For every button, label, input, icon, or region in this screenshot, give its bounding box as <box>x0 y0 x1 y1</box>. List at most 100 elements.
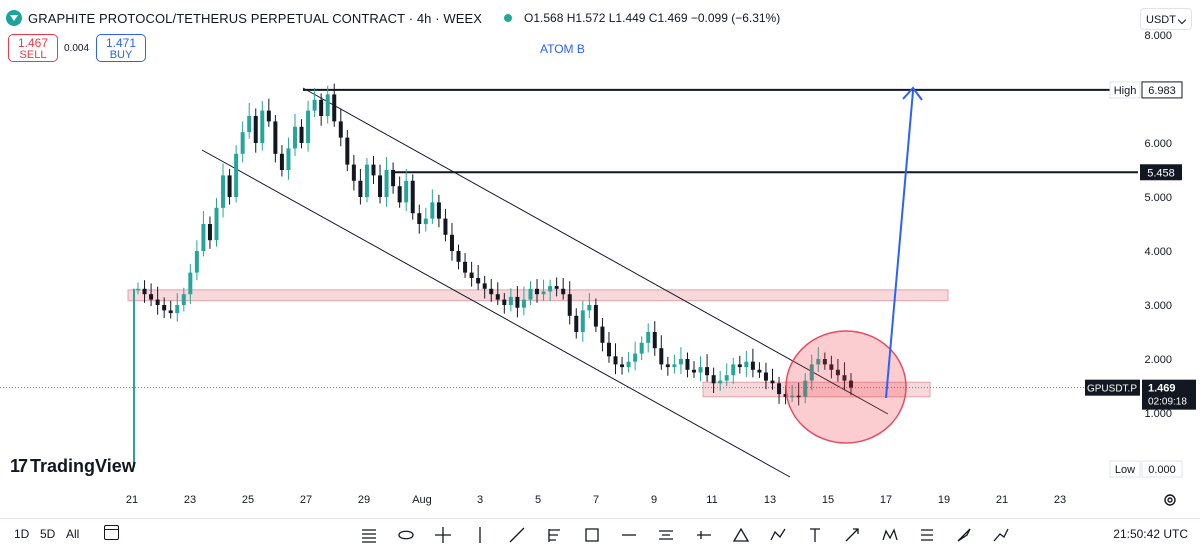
x-tick-label: 13 <box>764 494 776 506</box>
candle-body <box>312 99 317 111</box>
fib-icon[interactable] <box>544 524 566 546</box>
horizontal-ray-icon[interactable] <box>618 524 640 546</box>
candle-body <box>750 361 755 370</box>
bar-countdown: 02:09:18 <box>1148 397 1187 408</box>
sell-button[interactable]: 1.467 SELL <box>8 34 58 62</box>
candle-body <box>476 278 481 284</box>
candle-body <box>763 372 768 381</box>
text-icon[interactable] <box>804 524 826 546</box>
tradingview-wordmark: TradingView <box>30 456 136 476</box>
candle-body <box>266 110 271 122</box>
settings-gear-icon[interactable] <box>1163 493 1177 507</box>
x-tick-label: 21 <box>996 494 1008 506</box>
parallel-channel-icon[interactable] <box>655 524 677 546</box>
y-tick-label: 8.000 <box>1144 30 1172 42</box>
currency-select[interactable]: USDT <box>1140 8 1192 30</box>
candle-body <box>587 305 592 311</box>
low-value: 0.000 <box>1148 464 1176 476</box>
rectangle-icon[interactable] <box>581 524 603 546</box>
candle-body <box>397 186 402 203</box>
chart-annotation-text[interactable]: ATOM B <box>540 42 585 56</box>
candle-body <box>521 299 526 308</box>
candle-body <box>842 375 847 381</box>
arrow-icon[interactable] <box>841 524 863 546</box>
polyline-icon[interactable] <box>990 524 1012 546</box>
candle-body <box>155 299 160 305</box>
candle-body <box>345 137 350 165</box>
y-tick-label: 5.000 <box>1144 192 1172 204</box>
candle-body <box>580 310 585 332</box>
x-tick-label: 27 <box>300 494 312 506</box>
x-tick-label: Aug <box>412 494 432 506</box>
candle-body <box>449 234 454 251</box>
horizontal-lines-icon[interactable] <box>358 524 380 546</box>
candle-body <box>803 380 808 397</box>
buy-label: BUY <box>109 49 133 61</box>
timeframe-1d-button[interactable]: 1D <box>14 527 30 541</box>
gann-icon[interactable] <box>916 524 938 546</box>
candle-body <box>829 364 834 370</box>
current-price-box <box>1142 379 1196 410</box>
channel-lower-line <box>201 149 791 478</box>
pattern-icon[interactable] <box>879 524 901 546</box>
candle-body <box>777 383 782 395</box>
candle-body <box>162 305 167 311</box>
candle-body <box>214 207 219 241</box>
candle-body <box>227 175 232 197</box>
timeframe-all-button[interactable]: All <box>66 527 80 541</box>
candle-body <box>783 394 788 397</box>
candle-body <box>384 170 389 197</box>
brush-icon[interactable] <box>953 524 975 546</box>
candlesticks <box>133 83 853 467</box>
candle-body <box>286 148 291 170</box>
candle-body <box>796 395 801 398</box>
drawing-tools <box>350 519 1020 551</box>
buy-button[interactable]: 1.471 BUY <box>96 34 146 62</box>
candle-body <box>692 369 697 373</box>
candle-body <box>221 175 226 208</box>
y-tick-label: 2.000 <box>1144 354 1172 366</box>
level-value: 5.458 <box>1147 167 1175 179</box>
candle-body <box>306 110 311 143</box>
candle-body <box>639 342 644 354</box>
candle-body <box>613 356 618 365</box>
crosshair-icon[interactable] <box>432 524 454 546</box>
target-arrow-line <box>885 90 914 399</box>
x-tick-label: 25 <box>242 494 254 506</box>
candle-body <box>770 380 775 384</box>
bottom-toolbar: 1D 5D All 21:50:42 UTC <box>0 518 1200 552</box>
y-tick-label: 6.000 <box>1144 138 1172 150</box>
triangle-icon[interactable] <box>730 524 752 546</box>
info-line-icon[interactable] <box>693 524 715 546</box>
price-chart[interactable]: 1.0002.0003.0004.0005.0006.0007.0008.000… <box>0 0 1200 518</box>
trend-line-icon[interactable] <box>506 524 528 546</box>
ellipse-icon[interactable] <box>395 524 417 546</box>
candle-body <box>554 286 559 289</box>
timeframe-5d-button[interactable]: 5D <box>40 527 56 541</box>
candle-body <box>247 116 252 133</box>
candle-body <box>319 99 324 116</box>
candle-body <box>593 305 598 327</box>
high-value: 6.983 <box>1148 85 1176 97</box>
candle-body <box>279 153 284 170</box>
ohlc-values: O1.568 H1.572 L1.449 C1.469 −0.099 (−6.3… <box>524 11 781 25</box>
tradingview-mark-icon: 17 <box>10 456 28 476</box>
candle-body <box>391 170 396 187</box>
candle-body <box>711 375 716 384</box>
candle-body <box>188 272 193 295</box>
symbol-title[interactable]: GRAPHITE PROTOCOL/TETHERUS PERPETUAL CON… <box>28 10 483 26</box>
low-label-box <box>1109 460 1141 478</box>
path-icon[interactable] <box>767 524 789 546</box>
calendar-icon[interactable] <box>104 525 119 540</box>
tradingview-logo[interactable]: 17 TradingView <box>10 456 136 477</box>
candle-body <box>652 332 657 349</box>
candle-body <box>338 121 343 138</box>
candle-body <box>822 359 827 365</box>
vertical-line-icon[interactable] <box>469 524 491 546</box>
candle-body <box>600 326 605 343</box>
time-axis: 21 23 25 27 29 Aug 3 5 7 9 11 13 15 17 19 21 23 <box>126 494 1066 506</box>
candle-body <box>351 164 356 181</box>
candle-body <box>181 294 186 305</box>
candle-body <box>463 261 468 273</box>
candle-body <box>515 296 520 308</box>
